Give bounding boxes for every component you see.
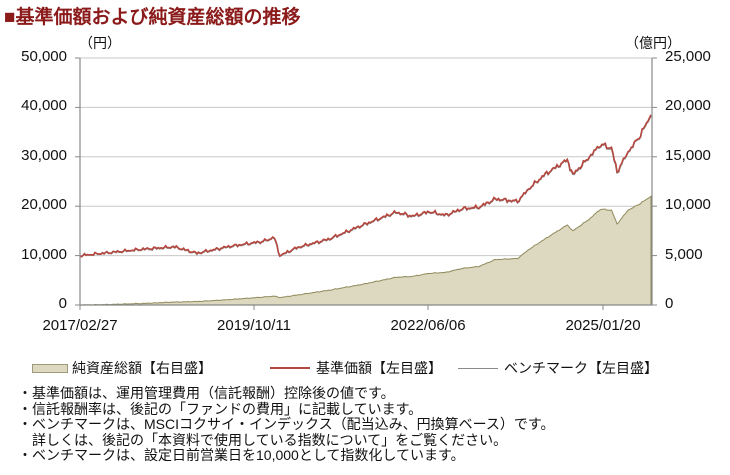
left-tick-0: 0 [58,295,67,312]
note-3: ・ベンチマークは、MSCIコクサイ・インデックス（配当込み、円換算ベース）です。 [18,416,555,432]
note-1: ・基準価額は、運用管理費用（信託報酬）控除後の値です。 [18,385,395,401]
chart-plot-area [75,57,657,310]
legend-item-benchmark: ベンチマーク【左目盛】 [458,358,658,378]
x-tick-2025: 2025/01/20 [565,317,641,334]
right-tick-25000: 25,000 [665,48,711,65]
right-tick-5000: 5,000 [665,246,703,263]
left-tick-30000: 30,000 [21,147,67,164]
right-tick-0: 0 [665,295,674,312]
gray-line-swatch-icon [458,367,498,369]
axes [75,57,657,310]
right-tick-20000: 20,000 [665,97,711,114]
left-tick-40000: 40,000 [21,97,67,114]
left-tick-10000: 10,000 [21,246,67,263]
right-axis-unit: （億円） [625,35,681,51]
net-assets-area [79,195,652,306]
note-5: ・ベンチマークは、設定日前営業日を10,000として指数化しています。 [18,447,465,463]
red-line-swatch-icon [270,367,310,369]
left-tick-50000: 50,000 [21,48,67,65]
note-2: ・信託報酬率は、後記の「ファンドの費用」に記載しています。 [18,400,423,417]
x-tick-2022: 2022/06/06 [390,317,466,334]
right-tick-10000: 10,000 [665,196,711,213]
left-axis-unit: （円） [79,35,121,51]
legend-item-nav: 基準価額【左目盛】 [270,358,442,378]
left-tick-20000: 20,000 [21,196,67,213]
right-tick-15000: 15,000 [665,147,711,164]
x-tick-2019: 2019/10/11 [217,317,291,334]
x-tick-2017: 2017/02/27 [42,317,118,334]
legend-item-net-assets: 純資産総額【右目盛】 [32,358,212,378]
legend-label: 基準価額【左目盛】 [316,360,442,376]
nav-price-line [79,114,652,258]
chart-title: ■基準価額および純資産総額の推移 [4,7,301,28]
legend-label: 純資産総額【右目盛】 [72,360,212,376]
footnotes: ・基準価額は、運用管理費用（信託報酬）控除後の値です。 ・信託報酬率は、後記の「… [18,385,555,464]
legend-label: ベンチマーク【左目盛】 [504,360,658,376]
note-4: 詳しくは、後記の「本資料で使用している指数について」をご覧ください。 [18,431,508,448]
area-swatch-icon [32,363,68,373]
